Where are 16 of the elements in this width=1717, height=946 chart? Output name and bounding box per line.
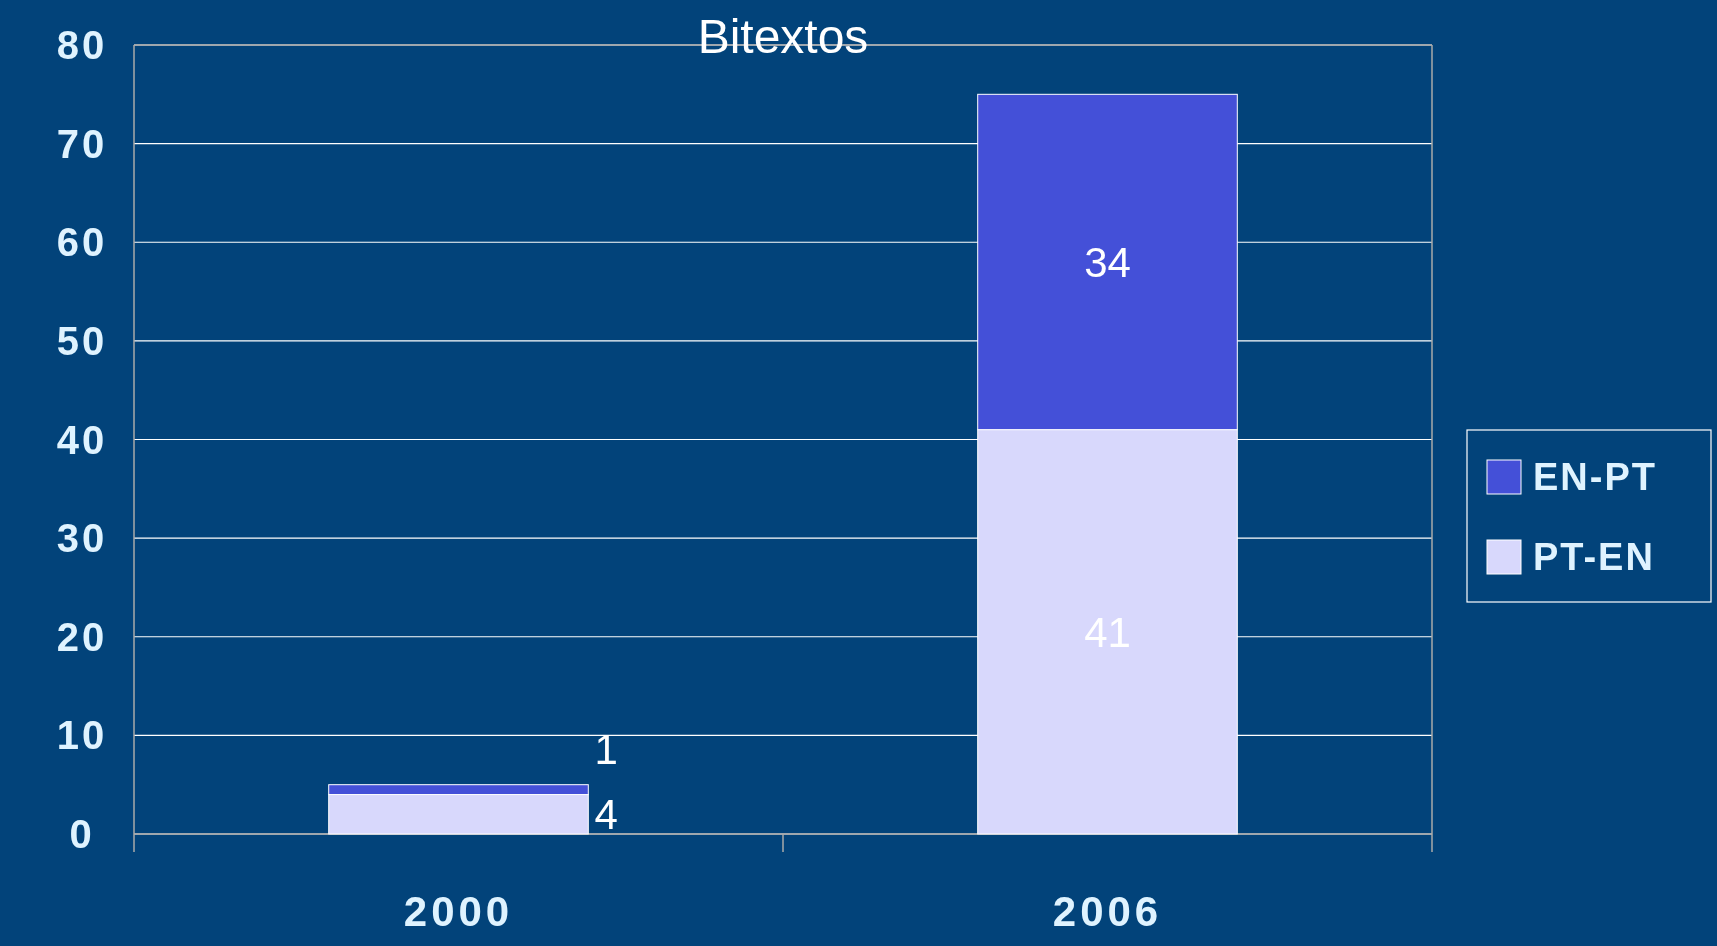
y-tick-label: 20 <box>56 614 108 659</box>
y-tick-label: 80 <box>56 23 108 67</box>
y-tick-label: 10 <box>56 713 108 758</box>
y-tick-label: 0 <box>69 812 95 856</box>
x-tick-label: 2006 <box>1052 888 1163 935</box>
legend-label: EN-PT <box>1533 456 1657 499</box>
data-label: 34 <box>1084 238 1131 286</box>
y-tick-label: 50 <box>56 318 108 363</box>
y-tick-label: 40 <box>56 417 108 462</box>
x-tick-label: 2000 <box>403 888 514 935</box>
legend-label: PT-EN <box>1533 536 1655 579</box>
y-tick-label: 30 <box>56 516 108 561</box>
y-tick-label: 60 <box>56 220 108 265</box>
data-label: 4 <box>594 790 618 838</box>
y-tick-label: 70 <box>56 121 108 166</box>
data-label: 1 <box>594 726 618 774</box>
